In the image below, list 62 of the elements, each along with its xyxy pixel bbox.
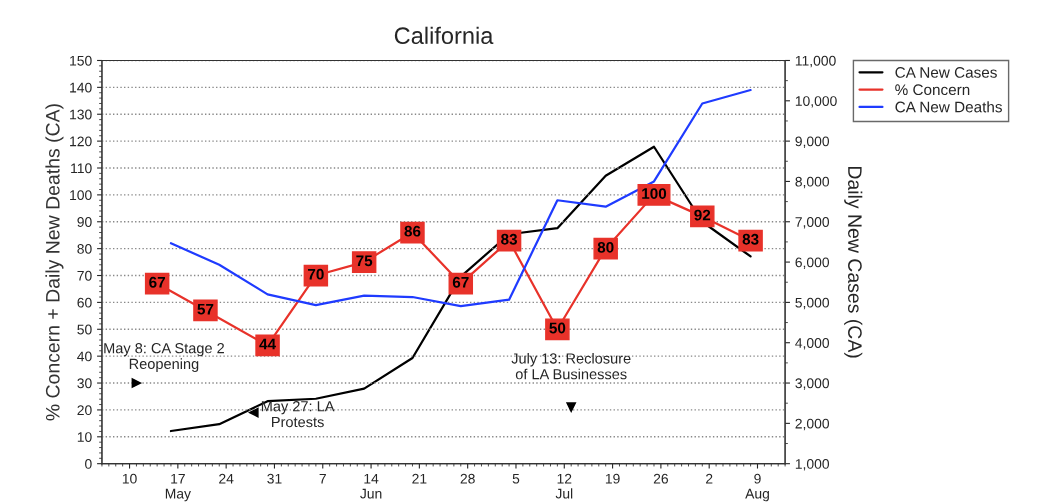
y-tick-label: 20 — [77, 405, 92, 416]
x-tick-label: 14 Jun — [360, 473, 382, 499]
y-tick-label: 0 — [85, 459, 92, 469]
data-label: 57 — [197, 303, 214, 315]
y-tick-label: 80 — [77, 243, 92, 254]
y-tick-label: 60 — [77, 297, 92, 308]
y-axis-title: % Concern + Daily New Deaths (CA) — [45, 104, 64, 421]
y2-tick-label: 4,000 — [795, 338, 830, 350]
y2-tick-label: 3,000 — [795, 378, 830, 390]
x-tick-label: 9 Aug — [745, 473, 769, 502]
x-tick-label: 2 — [706, 473, 713, 484]
y-tick-label: 30 — [77, 378, 92, 389]
y2-axis-title: Daily New Cases (CA) — [844, 166, 863, 358]
y2-tick-label: 10,000 — [795, 96, 837, 108]
data-label: 80 — [597, 241, 614, 253]
data-label: 75 — [356, 255, 373, 267]
y2-tick-label: 8,000 — [795, 176, 830, 189]
x-tick-label: 7 — [319, 473, 326, 484]
legend-label: % Concern — [895, 84, 970, 96]
y-tick-label: 140 — [70, 82, 92, 93]
data-label: 50 — [549, 322, 566, 334]
legend-label: CA New Cases — [895, 66, 997, 78]
y-tick-label: 120 — [70, 136, 92, 147]
data-label: 70 — [308, 268, 324, 280]
annotation: July 13: Reclosure of LA Businesses — [511, 352, 631, 380]
data-label: 83 — [742, 233, 759, 245]
y2-tick-label: 1,000 — [795, 459, 830, 471]
data-label: 67 — [452, 276, 469, 288]
x-tick-label: 17 May — [165, 473, 191, 502]
x-tick-label: 19 — [605, 473, 620, 484]
data-label: 92 — [694, 209, 711, 221]
x-tick-label: 26 — [653, 473, 668, 484]
y-tick-label: 90 — [77, 217, 92, 227]
y2-tick-label: 7,000 — [795, 217, 830, 229]
y2-tick-label: 2,000 — [795, 418, 830, 431]
annotation: May 27: LA Protests — [261, 401, 335, 428]
y-tick-label: 150 — [70, 55, 92, 66]
y2-tick-label: 9,000 — [795, 136, 830, 148]
y2-tick-label: 5,000 — [795, 297, 830, 310]
x-tick-label: 10 — [122, 473, 137, 484]
y-tick-label: 100 — [70, 190, 92, 201]
y2-tick-label: 6,000 — [795, 257, 830, 269]
data-label: 83 — [501, 233, 518, 245]
x-tick-label: 28 — [460, 473, 475, 484]
annotation: May 8: CA Stage 2 Reopening — [104, 343, 224, 372]
x-tick-label: 31 — [267, 473, 282, 484]
y2-tick-label: 11,000 — [795, 55, 836, 68]
y-tick-label: 50 — [77, 324, 92, 335]
x-tick-label: 5 — [512, 473, 520, 484]
data-label: 67 — [149, 276, 165, 288]
x-tick-label: 21 — [412, 473, 427, 484]
data-label: 44 — [259, 338, 276, 350]
y-tick-label: 40 — [77, 351, 92, 362]
x-tick-label: 24 — [219, 473, 234, 484]
y-tick-label: 70 — [77, 270, 92, 281]
y-tick-label: 10 — [77, 432, 92, 442]
x-tick-label: 12 Jul — [555, 473, 573, 499]
chart-title: California — [394, 26, 494, 45]
y-tick-label: 130 — [70, 109, 92, 120]
y-tick-label: 110 — [71, 163, 92, 174]
data-label: 86 — [404, 225, 421, 237]
legend-label: CA New Deaths — [895, 101, 1002, 113]
